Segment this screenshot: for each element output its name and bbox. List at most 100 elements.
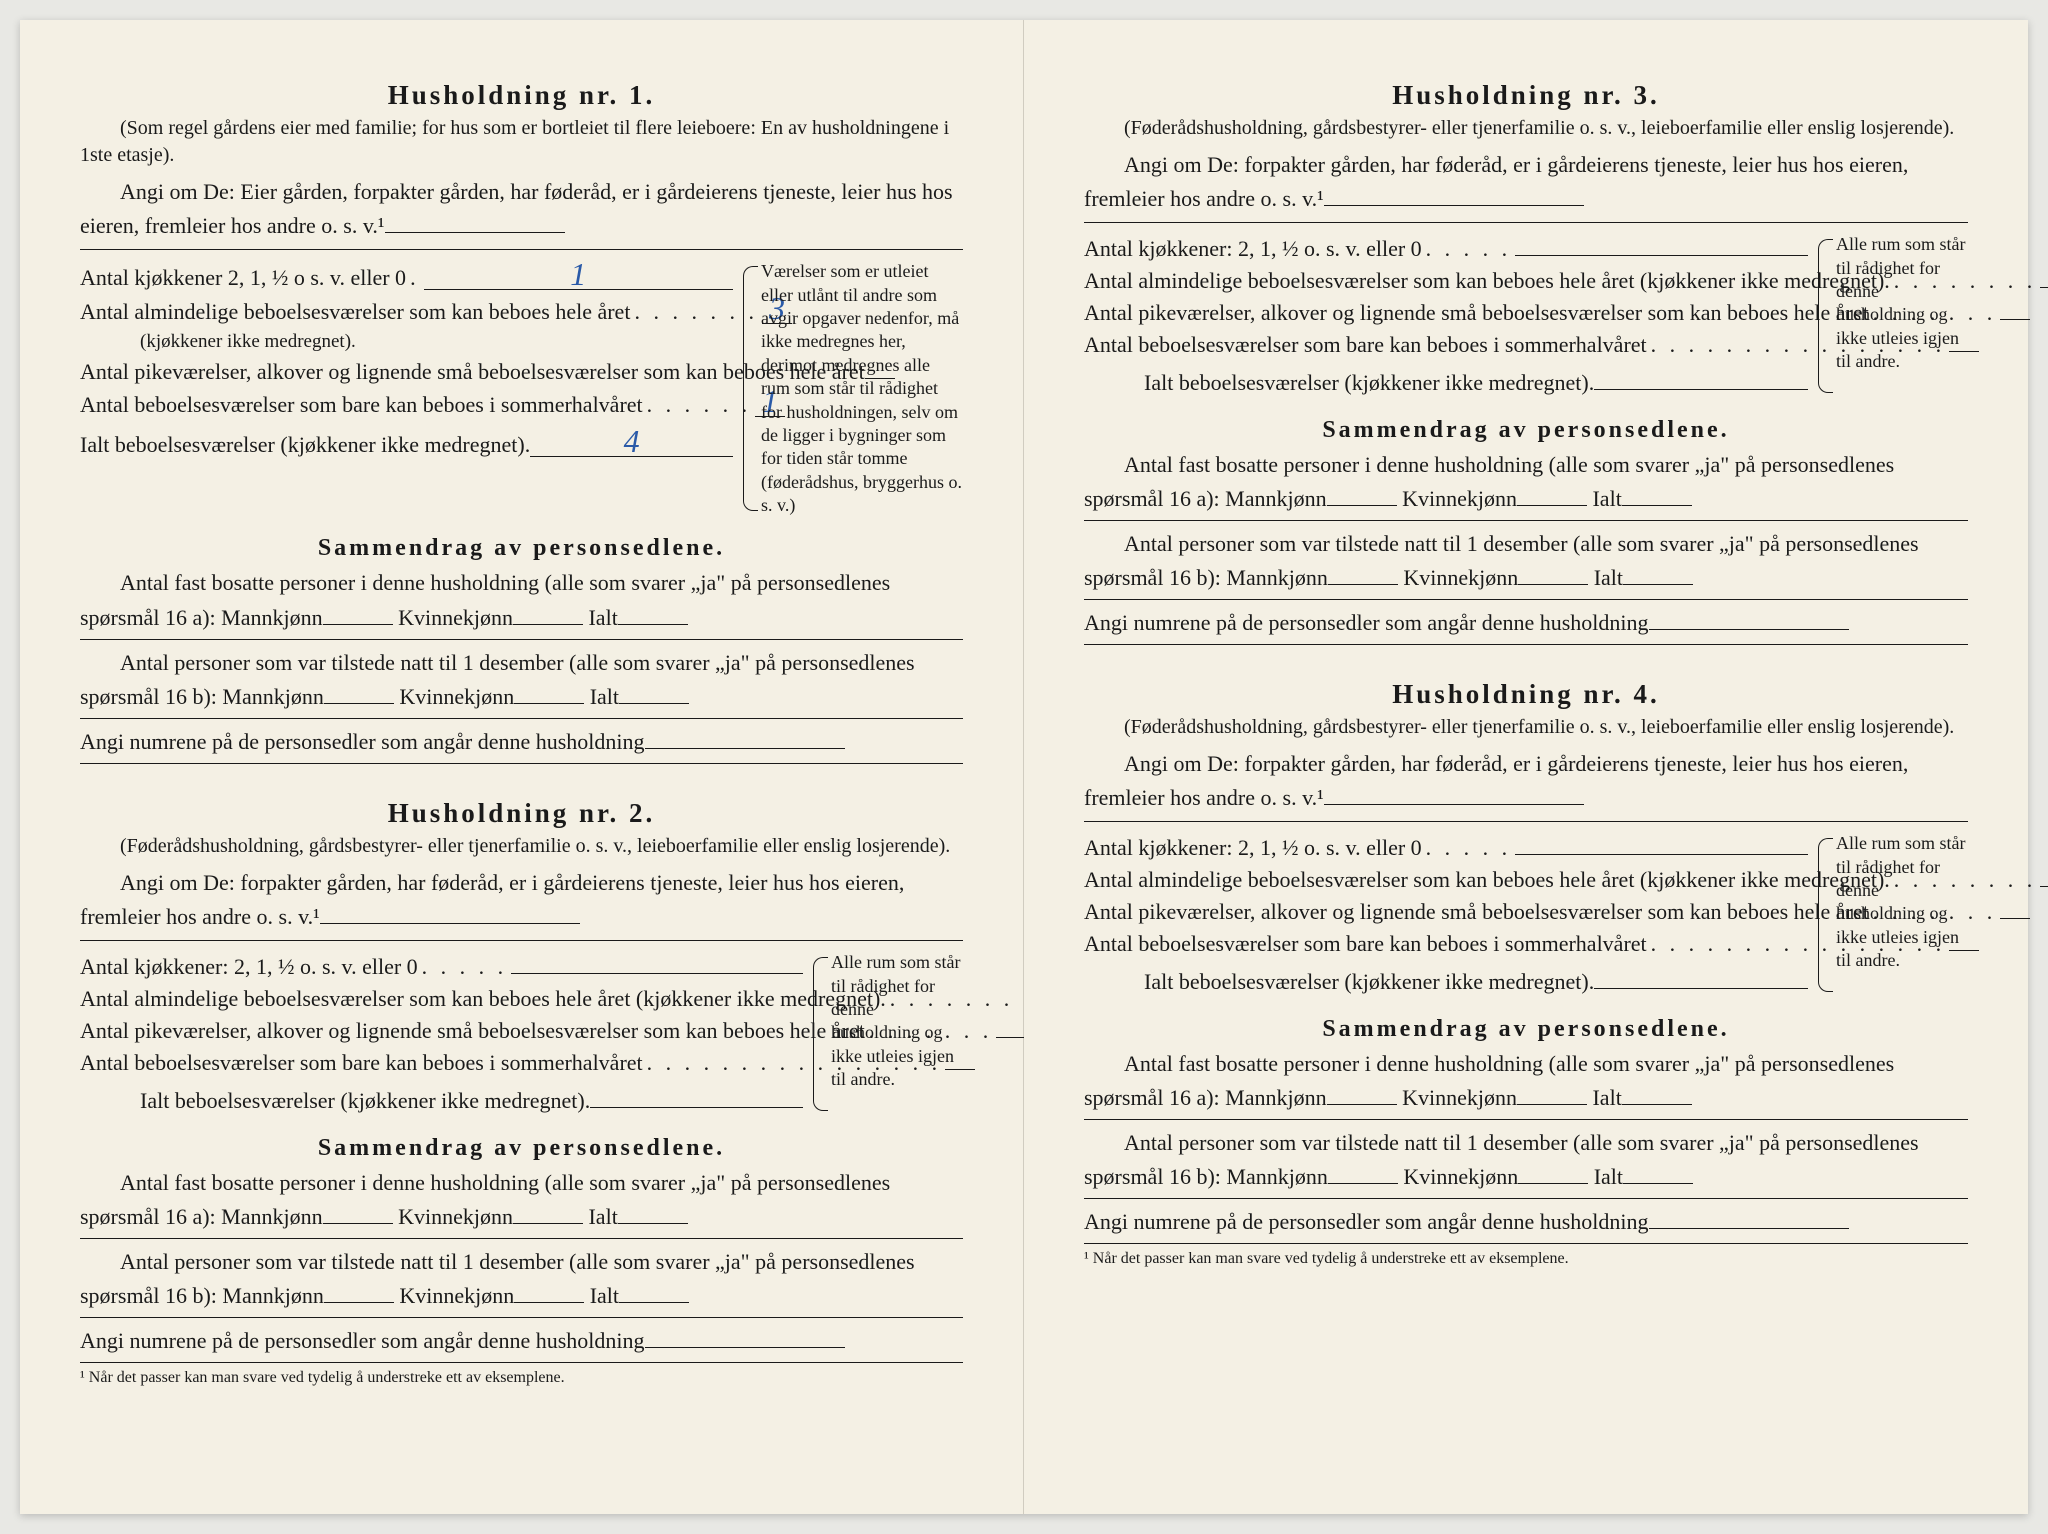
angi-fill [320,902,580,924]
ialt-value: 4 [530,427,733,457]
ialt-value [1594,988,1808,989]
divider [1084,644,1968,645]
pike-row: Antal pikeværelser, alkover og lignende … [80,1015,803,1047]
pike-row: Antal pikeværelser, alkover og lignende … [1084,896,1808,928]
sammendrag-4-title: Sammendrag av personsedlene. [1084,1016,1968,1043]
dots: . . . . . . [643,389,756,421]
section-4-subtitle: (Føderådshusholdning, gårdsbestyrer- ell… [1084,714,1968,741]
pike-label: Antal pikeværelser, alkover og lignende … [80,1015,865,1047]
almindelige-label: Antal almindelige beboelsesværelser som … [1084,864,1890,896]
kvinne-label: Kvinnekjønn [1403,1164,1518,1189]
almindelige-label: Antal almindelige beboelsesværelser som … [80,296,630,328]
document-spread: Husholdning nr. 1. (Som regel gårdens ei… [20,20,2028,1514]
sidebox-short: Alle rum som står til rådighet for denne… [1818,233,1968,398]
divider [80,940,963,941]
kjokkener-value [1515,255,1808,256]
section-2-fields: Antal kjøkkener: 2, 1, ½ o. s. v. eller … [80,951,963,1116]
mann-fill [1327,484,1397,506]
sommer-row: Antal beboelsesværelser som bare kan beb… [80,1047,803,1079]
kvinne-label: Kvinnekjønn [398,1204,513,1229]
ialt-label-s: Ialt [588,1204,617,1229]
ialt-label-s: Ialt [1594,565,1623,590]
section-3-angi: Angi om De: forpakter gården, har føderå… [1084,148,1968,216]
divider [80,639,963,640]
sammendrag-1-title: Sammendrag av personsedlene. [80,535,963,562]
kjokkener-value [1515,854,1808,855]
ialt-label: Ialt beboelsesværelser (kjøkkener ikke m… [80,429,530,461]
ialt-label: Ialt beboelsesværelser (kjøkkener ikke m… [140,1085,590,1117]
divider [1084,1198,1968,1199]
ialt-fill [619,682,689,704]
angi-fill [1324,184,1584,206]
tilstede-1: Antal personer som var tilstede natt til… [80,646,963,714]
pike-label: Antal pikeværelser, alkover og lignende … [1084,297,1869,329]
kvinne-label: Kvinnekjønn [1403,565,1518,590]
ialt-fill [618,603,688,625]
sidebox-short: Alle rum som står til rådighet for denne… [813,951,963,1116]
divider [1084,222,1968,223]
mann-fill [1327,1083,1397,1105]
ialt-fill [1622,1083,1692,1105]
divider [1084,1243,1968,1244]
divider [80,1238,963,1239]
angi-fill [1324,783,1584,805]
numrene-4: Angi numrene på de personsedler som angå… [1084,1205,1968,1239]
section-1-title: Husholdning nr. 1. [80,80,963,111]
angi-fill [385,211,565,233]
section-4-title: Husholdning nr. 4. [1084,679,1968,710]
sommer-label: Antal beboelsesværelser som bare kan beb… [80,1047,643,1079]
fast-bosatte-4: Antal fast bosatte personer i denne hush… [1084,1047,1968,1115]
kvinne-fill [513,1202,583,1224]
fast-bosatte-2: Antal fast bosatte personer i denne hush… [80,1166,963,1234]
numrene-1: Angi numrene på de personsedler som angå… [80,725,963,759]
numrene-3: Angi numrene på de personsedler som angå… [1084,606,1968,640]
kvinne-fill [514,1281,584,1303]
numrene-fill [1649,1207,1849,1229]
tilstede-4: Antal personer som var tilstede natt til… [1084,1126,1968,1194]
kjokkener-label: Antal kjøkkener 2, 1, ½ o s. v. eller 0 [80,262,406,294]
divider [1084,520,1968,521]
fast-bosatte-3: Antal fast bosatte personer i denne hush… [1084,448,1968,516]
kvinne-fill [1517,484,1587,506]
dots: . . . . . [418,951,512,983]
numrene-2: Angi numrene på de personsedler som angå… [80,1324,963,1358]
pike-label: Antal pikeværelser, alkover og lignende … [1084,896,1869,928]
tilstede-3: Antal personer som var tilstede natt til… [1084,527,1968,595]
section-3-subtitle: (Føderådshusholdning, gårdsbestyrer- ell… [1084,115,1968,142]
kjokkener-label: Antal kjøkkener: 2, 1, ½ o. s. v. eller … [80,951,418,983]
almindelige-label: Antal almindelige beboelsesværelser som … [1084,265,1890,297]
pike-value [996,1037,1026,1038]
numrene-fill [645,727,845,749]
pike-row: Antal pikeværelser, alkover og lignende … [1084,297,1808,329]
almindelige-row: Antal almindelige beboelsesværelser som … [1084,265,1808,297]
sommer-row: Antal beboelsesværelser som bare kan beb… [1084,928,1808,960]
pike-value [2000,319,2030,320]
ialt-row: Ialt beboelsesværelser (kjøkkener ikke m… [1084,966,1808,998]
kvinne-label: Kvinnekjønn [399,1283,514,1308]
pike-row: Antal pikeværelser, alkover og lignende … [80,356,733,388]
ialt-label: Ialt beboelsesværelser (kjøkkener ikke m… [1144,966,1594,998]
sammendrag-2-title: Sammendrag av personsedlene. [80,1135,963,1162]
sommer-row: Antal beboelsesværelser som bare kan beb… [80,387,733,421]
divider [80,1317,963,1318]
section-3-title: Husholdning nr. 3. [1084,80,1968,111]
sammendrag-3-title: Sammendrag av personsedlene. [1084,417,1968,444]
kvinne-label: Kvinnekjønn [398,605,513,630]
divider [80,763,963,764]
sidebox-short: Alle rum som står til rådighet for denne… [1818,832,1968,997]
almindelige-value [2040,287,2048,288]
pike-value [2000,918,2030,919]
ialt-row: Ialt beboelsesværelser (kjøkkener ikke m… [80,427,733,461]
mann-fill [1328,563,1398,585]
sidebox-long: Værelser som er utleiet eller utlånt til… [743,260,963,517]
ialt-fill [1623,563,1693,585]
ialt-label-s: Ialt [588,605,617,630]
dots: . . . . . [1422,832,1516,864]
kvinne-label: Kvinnekjønn [399,684,514,709]
section-4-angi: Angi om De: forpakter gården, har føderå… [1084,747,1968,815]
ialt-label-s: Ialt [1592,486,1621,511]
section-2-title: Husholdning nr. 2. [80,798,963,829]
mann-fill [323,603,393,625]
kjokkener-label: Antal kjøkkener: 2, 1, ½ o. s. v. eller … [1084,832,1422,864]
tilstede-2: Antal personer som var tilstede natt til… [80,1245,963,1313]
